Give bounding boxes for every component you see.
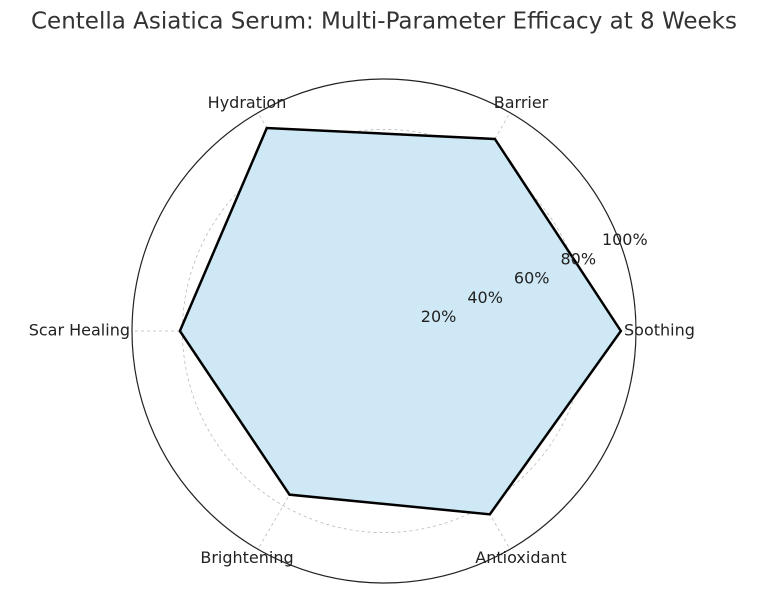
r-tick-label: 60% xyxy=(514,269,550,288)
category-label: Barrier xyxy=(494,93,549,112)
category-label: Antioxidant xyxy=(475,548,566,567)
r-tick-label: 40% xyxy=(467,288,503,307)
category-label: Scar Healing xyxy=(29,321,130,340)
r-tick-label: 80% xyxy=(560,249,596,268)
r-tick-label: 20% xyxy=(421,307,457,326)
r-tick-label: 100% xyxy=(602,230,648,249)
outer-ring xyxy=(131,78,637,584)
category-label: Soothing xyxy=(624,321,695,340)
chart-title: Centella Asiatica Serum: Multi-Parameter… xyxy=(31,9,737,35)
category-label: Hydration xyxy=(208,93,287,112)
category-label: Brightening xyxy=(200,548,293,567)
data-area xyxy=(178,126,623,516)
